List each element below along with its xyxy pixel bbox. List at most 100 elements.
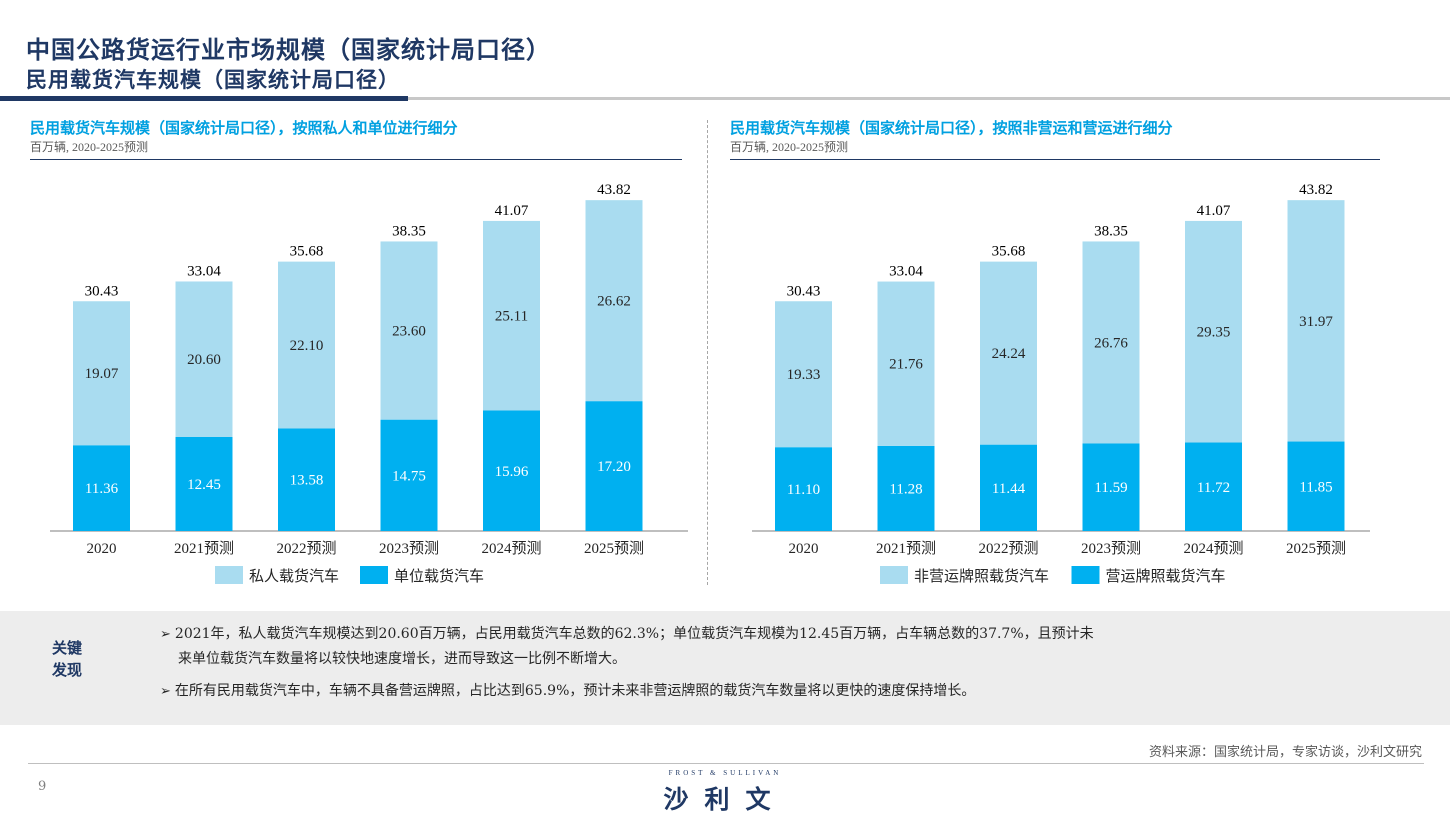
total-label: 43.82 [1299, 182, 1333, 198]
bar-segment [775, 301, 832, 448]
bar-segment [585, 200, 643, 402]
total-label: 35.68 [992, 244, 1026, 260]
bar-segment [278, 428, 335, 531]
data-label: 17.20 [597, 459, 631, 475]
chart-left: 11.36 19.07 30.43 2020 12.45 20.60 33.04 2021预测… [50, 182, 688, 585]
bar-segment [1185, 442, 1242, 531]
legend-swatch [1071, 566, 1100, 584]
bar-segment [585, 401, 643, 531]
data-label: 24.24 [992, 346, 1026, 362]
bar-segment [1185, 220, 1242, 443]
finding-bullet-1: ➢ 2021年，私人载货汽车规模达到20.60百万辆，占民用载货汽车总数的62.3… [160, 622, 1330, 671]
data-label: 22.10 [290, 338, 324, 354]
total-label: 33.04 [187, 263, 221, 279]
data-label: 26.62 [597, 294, 631, 310]
bar-segment [73, 301, 130, 446]
bar-segment [980, 444, 1037, 531]
category-tick-label: 2021预测 [876, 540, 936, 557]
bar-segment [380, 241, 438, 420]
data-label: 11.36 [85, 481, 119, 497]
data-label: 11.72 [1197, 480, 1230, 496]
total-label: 43.82 [597, 182, 631, 198]
data-label: 31.97 [1299, 314, 1333, 330]
frost-sullivan-logo: 沙利文 [663, 785, 787, 814]
chart-right: 11.10 19.33 30.43 2020 11.28 21.76 33.04 2021预测… [752, 182, 1370, 585]
category-tick-label: 2023预测 [379, 540, 439, 557]
data-label: 29.35 [1197, 325, 1231, 341]
category-tick-label: 2022预测 [978, 540, 1038, 557]
category-tick-label: 2020 [87, 541, 117, 557]
key-findings-label-line1: 关键 [52, 639, 83, 657]
bar-segment [1082, 443, 1140, 531]
data-label: 19.07 [85, 366, 119, 382]
total-label: 30.43 [85, 283, 119, 299]
category-tick-label: 2025预测 [584, 540, 644, 557]
chart-left-title: 民用载货汽车规模（国家统计局口径），按照私人和单位进行细分 [30, 119, 458, 137]
bar-segment [175, 281, 233, 438]
bar-segment [1287, 441, 1345, 531]
bullet-arrow-icon: ➢ [160, 627, 171, 642]
legend-swatch [360, 566, 388, 584]
finding-1-line1: 2021年，私人载货汽车规模达到20.60百万辆，占民用载货汽车总数的62.3%… [174, 626, 1094, 642]
footer-rule [28, 763, 1424, 764]
bar-segment [483, 220, 540, 411]
category-tick-label: 2020 [789, 541, 819, 557]
bar-segment [980, 261, 1037, 445]
bar-segment [278, 261, 335, 429]
data-label: 23.60 [392, 324, 426, 340]
header-rule-light [408, 97, 1450, 100]
total-label: 35.68 [290, 244, 324, 260]
legend-swatch [215, 566, 243, 584]
header-rule-dark [0, 96, 408, 101]
key-findings-panel [0, 611, 1450, 725]
data-label: 20.60 [187, 352, 221, 368]
data-label: 12.45 [187, 477, 221, 493]
chart-left-rule [30, 159, 682, 160]
category-tick-label: 2024预测 [481, 540, 541, 557]
page-number: 9 [38, 779, 47, 794]
total-label: 38.35 [392, 223, 426, 239]
data-label: 11.28 [889, 481, 922, 497]
finding-2-text: 在所有民用载货汽车中，车辆不具备营运牌照，占比达到65.9%，预计未来非营运牌照… [174, 683, 976, 699]
logo-subtext: FROST & SULLIVAN [668, 769, 782, 777]
source-note: 资料来源：国家统计局，专家访谈，沙利文研究 [1148, 745, 1422, 760]
key-findings-label-line2: 发现 [52, 661, 83, 679]
bar-segment [380, 419, 438, 531]
key-findings-label: 关键 发现 [52, 637, 92, 681]
category-tick-label: 2022预测 [276, 540, 336, 557]
data-label: 21.76 [889, 357, 923, 373]
total-label: 38.35 [1094, 223, 1128, 239]
category-tick-label: 2025预测 [1286, 540, 1346, 557]
bar-segment [1082, 241, 1140, 444]
category-tick-label: 2023预测 [1081, 540, 1141, 557]
data-label: 15.96 [495, 464, 529, 480]
page-title: 中国公路货运行业市场规模（国家统计局口径） [26, 35, 551, 64]
legend-label: 非营运牌照载货汽车 [914, 567, 1049, 585]
bar-segment [775, 447, 832, 531]
data-label: 11.85 [1299, 479, 1332, 495]
data-label: 26.76 [1094, 335, 1128, 351]
legend-label: 私人载货汽车 [249, 567, 339, 585]
bar-segment [175, 437, 233, 531]
page-subtitle: 民用载货汽车规模（国家统计局口径） [26, 67, 400, 92]
total-label: 33.04 [889, 264, 923, 280]
chart-right-title: 民用载货汽车规模（国家统计局口径），按照非营运和营运进行细分 [730, 119, 1173, 137]
chart-divider [707, 120, 708, 585]
data-label: 13.58 [290, 473, 324, 489]
bar-segment [1287, 200, 1345, 442]
bar-segment [483, 410, 540, 531]
legend-label: 营运牌照载货汽车 [1106, 567, 1226, 585]
data-label: 19.33 [787, 367, 821, 383]
legend-swatch [880, 566, 908, 584]
total-label: 41.07 [495, 203, 529, 219]
chart-right-unit: 百万辆, 2020-2025预测 [730, 140, 848, 154]
data-label: 11.59 [1094, 480, 1127, 496]
category-tick-label: 2024预测 [1183, 540, 1243, 557]
data-label: 11.10 [787, 482, 820, 498]
chart-right-rule [730, 159, 1380, 160]
chart-left-unit: 百万辆, 2020-2025预测 [30, 140, 148, 154]
bar-segment [877, 281, 935, 446]
bullet-arrow-icon: ➢ [160, 684, 171, 699]
finding-1-line2: 来单位载货汽车数量将以较快地速度增长，进而导致这一比例不断增大。 [178, 651, 626, 667]
total-label: 30.43 [787, 283, 821, 299]
